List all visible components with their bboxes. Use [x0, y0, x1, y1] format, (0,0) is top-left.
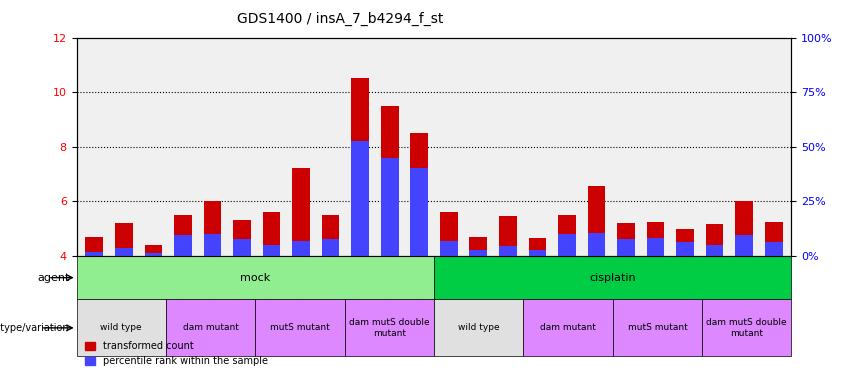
Bar: [587, 186, 605, 256]
Bar: [115, 223, 133, 256]
Bar: [705, 245, 723, 256]
Text: GSM65591: GSM65591: [356, 257, 365, 298]
Text: GSM65629: GSM65629: [563, 257, 571, 298]
Text: cisplatin: cisplatin: [590, 273, 636, 283]
Bar: [174, 215, 191, 256]
Bar: [77, 300, 166, 356]
Bar: [470, 237, 487, 256]
Text: GSM65636: GSM65636: [681, 257, 689, 299]
Bar: [499, 216, 517, 256]
Bar: [765, 242, 783, 256]
Bar: [558, 215, 576, 256]
Bar: [440, 241, 458, 256]
Bar: [434, 256, 791, 300]
Bar: [677, 228, 694, 256]
Text: wild type: wild type: [100, 323, 142, 332]
Bar: [292, 168, 310, 256]
Bar: [345, 300, 434, 356]
Bar: [263, 245, 281, 256]
Text: dam mutS double
mutant: dam mutS double mutant: [349, 318, 430, 338]
Text: GSM65589: GSM65589: [208, 257, 217, 298]
Bar: [434, 300, 523, 356]
Bar: [351, 78, 369, 256]
Text: GSM65628: GSM65628: [533, 257, 542, 298]
Bar: [765, 222, 783, 256]
Bar: [613, 300, 702, 356]
Bar: [351, 141, 369, 256]
Bar: [381, 106, 398, 256]
Text: GSM65632: GSM65632: [621, 257, 631, 298]
Bar: [528, 238, 546, 256]
Text: GSM65626: GSM65626: [769, 257, 778, 298]
Bar: [322, 215, 340, 256]
Text: GSM65623: GSM65623: [710, 257, 719, 298]
Bar: [587, 232, 605, 256]
Text: GSM65588: GSM65588: [179, 257, 187, 298]
Bar: [735, 236, 753, 256]
Bar: [203, 201, 221, 256]
Bar: [292, 241, 310, 256]
Text: dam mutant: dam mutant: [540, 323, 596, 332]
Bar: [203, 234, 221, 256]
Text: GSM65594: GSM65594: [414, 257, 424, 299]
Bar: [528, 251, 546, 256]
Text: GSM65596: GSM65596: [267, 257, 276, 299]
Bar: [263, 212, 281, 256]
Bar: [145, 245, 163, 256]
Bar: [617, 223, 635, 256]
Legend: transformed count, percentile rank within the sample: transformed count, percentile rank withi…: [82, 338, 271, 370]
Bar: [702, 300, 791, 356]
Text: GSM65601: GSM65601: [119, 257, 129, 298]
Text: GSM65622: GSM65622: [149, 257, 158, 298]
Bar: [233, 220, 251, 256]
Bar: [145, 253, 163, 256]
Bar: [77, 256, 434, 300]
Bar: [647, 238, 665, 256]
Bar: [255, 300, 345, 356]
Bar: [440, 212, 458, 256]
Bar: [85, 252, 103, 256]
Text: mutS mutant: mutS mutant: [627, 323, 688, 332]
Bar: [410, 168, 428, 256]
Text: GSM65641: GSM65641: [503, 257, 512, 298]
Bar: [322, 240, 340, 256]
Text: GSM65624: GSM65624: [740, 257, 749, 298]
Text: mutS mutant: mutS mutant: [270, 323, 330, 332]
Bar: [381, 158, 398, 256]
Bar: [617, 240, 635, 256]
Bar: [647, 222, 665, 256]
Bar: [735, 201, 753, 256]
Text: genotype/variation: genotype/variation: [0, 323, 70, 333]
Text: GSM65600: GSM65600: [90, 257, 99, 299]
Bar: [174, 236, 191, 256]
Text: agent: agent: [37, 273, 70, 283]
Text: GSM65639: GSM65639: [474, 257, 483, 299]
Text: GSM65634: GSM65634: [651, 257, 660, 299]
Text: GSM65597: GSM65597: [297, 257, 306, 299]
Bar: [85, 237, 103, 256]
Text: GSM65630: GSM65630: [592, 257, 601, 299]
Bar: [166, 300, 255, 356]
Text: mock: mock: [240, 273, 271, 283]
Bar: [523, 300, 613, 356]
Text: dam mutant: dam mutant: [183, 323, 238, 332]
Text: GSM65598: GSM65598: [326, 257, 335, 298]
Bar: [470, 251, 487, 256]
Bar: [410, 133, 428, 256]
Text: wild type: wild type: [458, 323, 500, 332]
Bar: [558, 234, 576, 256]
Bar: [499, 246, 517, 256]
Bar: [677, 242, 694, 256]
Bar: [233, 240, 251, 256]
Bar: [115, 248, 133, 256]
Text: GSM65593: GSM65593: [386, 257, 394, 299]
Text: dam mutS double
mutant: dam mutS double mutant: [706, 318, 787, 338]
Bar: [705, 225, 723, 256]
Text: GSM65638: GSM65638: [444, 257, 454, 298]
Text: GSM65590: GSM65590: [237, 257, 247, 299]
Text: GDS1400 / insA_7_b4294_f_st: GDS1400 / insA_7_b4294_f_st: [237, 12, 443, 26]
